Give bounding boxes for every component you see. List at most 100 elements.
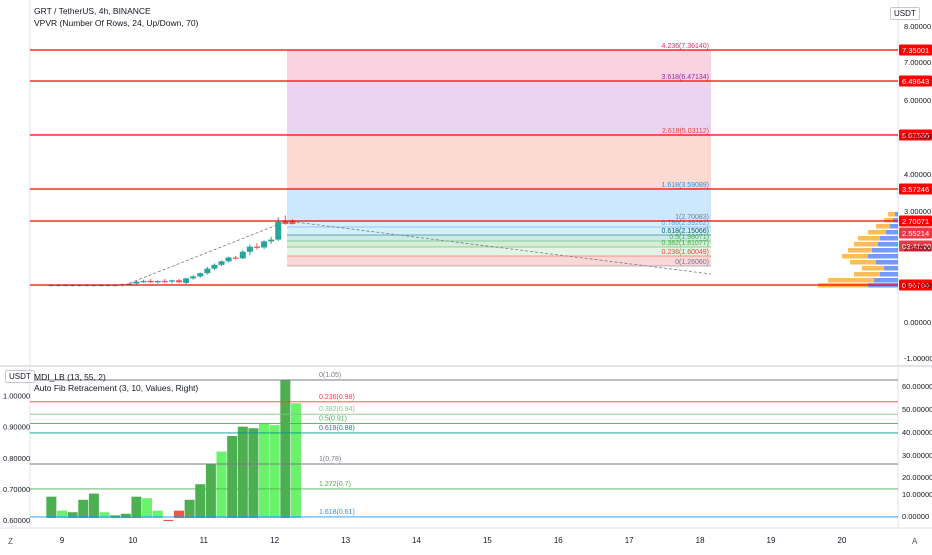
mdi-bar-3 (78, 499, 89, 518)
vp-row-up-9 (884, 266, 898, 271)
fib-zone-2 (287, 135, 711, 189)
y-tick-upper-7: 1.00000 (904, 281, 931, 290)
currency-badge-lower[interactable]: USDT (5, 370, 35, 383)
vp-row-up-7 (868, 254, 898, 259)
price-tag-bg-4 (899, 215, 932, 227)
lower-fib-label-1: 0.236(0.98) (319, 394, 355, 401)
mdi-bar-10 (152, 510, 163, 518)
y-tick-lower-right-5: 10.00000 (902, 490, 932, 499)
y-tick-lower-right-1: 50.00000 (902, 405, 932, 414)
vp-row-down-5 (854, 242, 878, 247)
fib-level-label-6: 0.618(2.15066) (662, 228, 709, 235)
fib-level-label-10: 0(1.26060) (675, 259, 709, 266)
auto-fib-indicator-label[interactable]: Auto Fib Retracement (3, 10, Values, Rig… (34, 383, 199, 393)
fib-zone-1 (287, 81, 711, 135)
candle-body-32 (275, 221, 282, 240)
y-tick-upper-1: 7.00000 (904, 58, 931, 67)
fib-zone-9 (287, 256, 711, 266)
mdi-bar-18 (237, 426, 248, 518)
y-tick-upper-4: 4.00000 (904, 170, 931, 179)
mdi-bar-1 (57, 510, 67, 518)
lower-fib-label-7: 1.618(0.61) (319, 509, 355, 516)
candle-body-23 (211, 264, 218, 269)
price-tag-5: 2.55214 (902, 229, 929, 238)
price-tag-6: 02:41:20 (902, 242, 931, 251)
x-tick-11: 20 (837, 536, 846, 545)
vp-row-down-4 (858, 236, 880, 241)
candle-body-13 (140, 280, 147, 283)
x-tick-4: 13 (341, 536, 350, 545)
y-tick-lower-right-2: 40.00000 (902, 428, 932, 437)
mdi-bar-12 (173, 510, 184, 518)
mdi-bar-0 (46, 496, 57, 518)
fib-level-label-8: 0.382(1.81077) (662, 240, 709, 247)
vpvr-indicator-label[interactable]: VPVR (Number Of Rows, 24, Up/Down, 70) (34, 18, 199, 28)
y-tick-upper-9: -1.00000 (904, 354, 932, 363)
trend-line-up (129, 220, 288, 284)
candle-body-28 (246, 246, 253, 252)
fib-level-label-1: 3.618(6.47134) (662, 74, 709, 81)
currency-badge-upper[interactable]: USDT (890, 7, 920, 20)
symbol-title[interactable]: GRT / TetherUS, 4h, BINANCE (34, 6, 151, 16)
mdi-bar-23 (290, 403, 301, 518)
lower-fib-label-2: 0.382(0.94) (319, 406, 355, 413)
y-tick-upper-5: 3.00000 (904, 207, 931, 216)
y-tick-lower-right-3: 30.00000 (902, 451, 932, 460)
mdi-bar-11 (163, 520, 174, 521)
price-tag-bg-3 (899, 183, 932, 195)
lower-fib-label-6: 1.272(0.7) (319, 481, 351, 488)
x-tick-8: 17 (625, 536, 634, 545)
vp-row-down-11 (828, 278, 874, 283)
mdi-bar-21 (269, 425, 280, 518)
price-tag-bg-6 (899, 240, 932, 252)
vp-row-down-8 (850, 260, 876, 265)
candle-body-33 (282, 221, 289, 224)
candle-body-30 (261, 241, 268, 248)
candle-body-22 (204, 268, 211, 274)
fib-level-label-2: 2.618(5.03112) (662, 128, 709, 135)
vp-row-up-8 (876, 260, 898, 265)
price-tag-4: 2.70071 (902, 217, 929, 226)
mdi-bar-9 (142, 498, 153, 518)
vp-row-up-0 (895, 212, 898, 217)
fib-zone-5 (287, 227, 711, 235)
fib-level-label-3: 1.618(3.59089) (662, 182, 709, 189)
candle-body-18 (175, 280, 182, 283)
zoom-button[interactable]: Z (8, 537, 13, 546)
mdi-bar-13 (184, 499, 195, 518)
candle-body-16 (161, 280, 168, 283)
vp-row-up-3 (886, 230, 898, 235)
price-tag-bg-1 (899, 75, 932, 87)
price-tag-3: 3.57246 (902, 185, 929, 194)
candle-body-20 (190, 276, 197, 279)
fib-level-label-9: 0.236(1.60049) (662, 249, 709, 256)
auto-scale-button[interactable]: A (912, 537, 918, 546)
candle-body-11 (126, 283, 133, 285)
vp-row-down-2 (876, 224, 890, 229)
candle-body-14 (147, 280, 154, 283)
vp-row-up-4 (880, 236, 898, 241)
fib-level-label-0: 4.236(7.36140) (662, 43, 709, 50)
y-tick-lower-left-0: 1.00000 (3, 392, 30, 401)
lower-fib-label-3: 0.5(0.91) (319, 416, 347, 423)
vp-row-down-7 (842, 254, 868, 259)
trend-line-down (286, 220, 712, 275)
y-tick-lower-left-2: 0.80000 (3, 454, 30, 463)
upper-pane-bg (30, 0, 898, 365)
candle-body-24 (218, 261, 225, 265)
candle-body-17 (168, 280, 175, 282)
vp-row-down-10 (854, 272, 880, 277)
candle-body-12 (133, 281, 140, 284)
candle-body-29 (253, 246, 260, 248)
x-tick-0: 9 (60, 536, 65, 545)
y-tick-lower-left-1: 0.90000 (3, 423, 30, 432)
mdi-bar-20 (259, 423, 270, 518)
x-tick-5: 14 (412, 536, 421, 545)
mdi-indicator-label[interactable]: MDI_LB (13, 55, 2) (34, 372, 106, 382)
vp-row-down-0 (888, 212, 895, 217)
candle-body-15 (154, 280, 161, 283)
x-tick-3: 12 (270, 536, 279, 545)
lower-fib-label-0: 0(1.05) (319, 372, 341, 379)
